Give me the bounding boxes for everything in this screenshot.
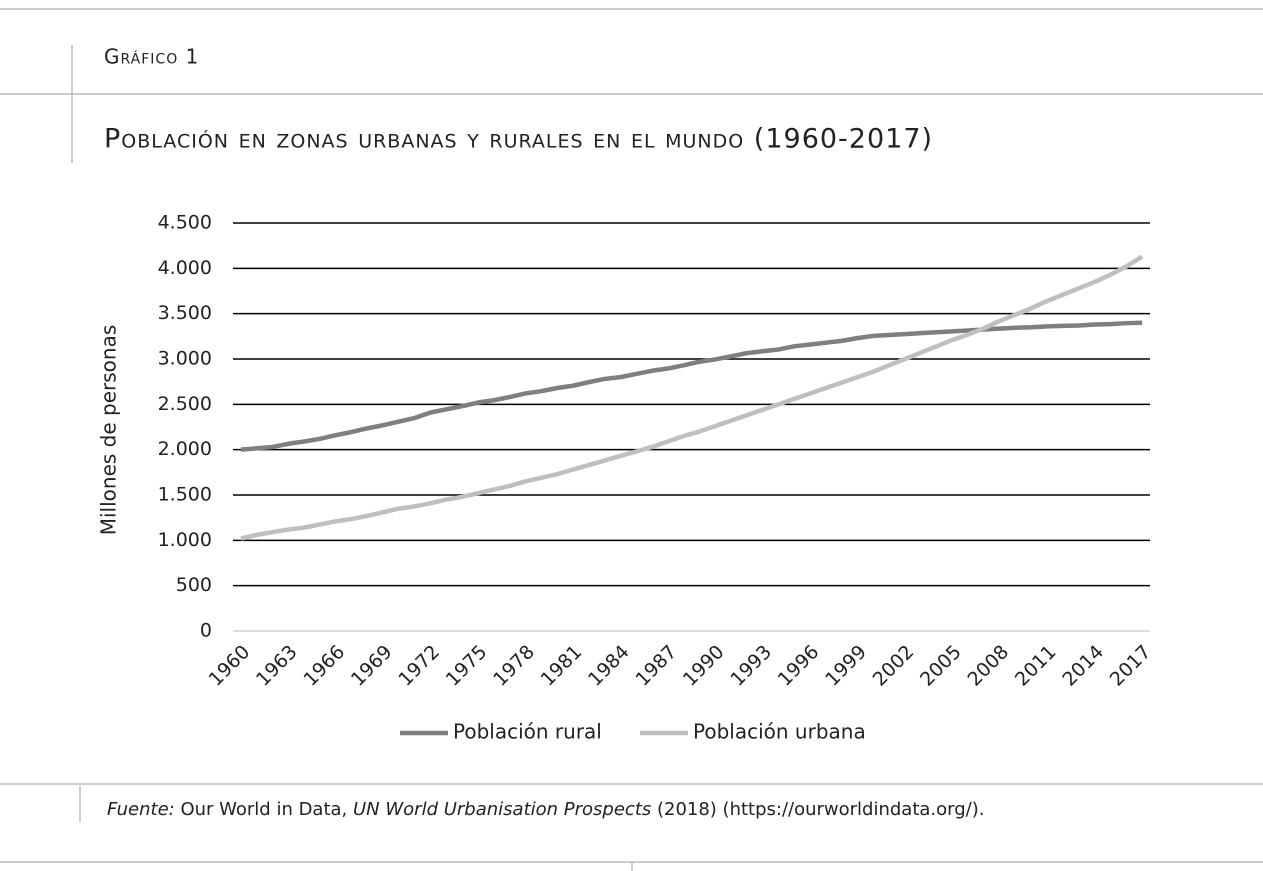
x-tick-label: 2008 bbox=[963, 641, 1013, 691]
y-tick-label: 500 bbox=[176, 574, 212, 596]
y-tick-label: 0 bbox=[200, 620, 212, 642]
legend-label: Población urbana bbox=[693, 720, 866, 744]
y-tick-label: 4.000 bbox=[158, 257, 212, 279]
y-tick-label: 2.000 bbox=[158, 438, 212, 460]
y-tick-label: 4.500 bbox=[158, 212, 212, 234]
y-axis-label: Millones de personas bbox=[97, 325, 121, 536]
series-line bbox=[240, 254, 1144, 541]
x-tick-label: 2005 bbox=[916, 641, 966, 691]
source-prefix: Fuente: bbox=[107, 799, 175, 820]
x-tick-label: 2017 bbox=[1106, 641, 1156, 691]
x-tick-label: 1975 bbox=[442, 641, 492, 691]
y-tick-label: 3.000 bbox=[158, 348, 212, 370]
source-work: UN World Urbanisation Prospects bbox=[353, 799, 651, 820]
x-tick-label: 1993 bbox=[726, 641, 776, 691]
x-tick-label: 2014 bbox=[1058, 641, 1108, 691]
x-tick-label: 1969 bbox=[347, 641, 397, 691]
y-tick-label: 2.500 bbox=[158, 393, 212, 415]
chart-title: Población en zonas urbanas y rurales en … bbox=[104, 124, 933, 155]
chart-label: Gráfico 1 bbox=[104, 45, 199, 69]
x-tick-label: 1978 bbox=[489, 641, 539, 691]
x-tick-label: 1966 bbox=[299, 641, 349, 691]
x-tick-label: 2011 bbox=[1011, 641, 1061, 691]
x-tick-label: 1963 bbox=[252, 641, 302, 691]
source-text: (2018) (https://ourworldindata.org/). bbox=[651, 799, 984, 820]
x-tick-label: 1960 bbox=[205, 641, 255, 691]
x-tick-label: 1984 bbox=[584, 641, 634, 691]
legend-label: Población rural bbox=[453, 720, 602, 744]
y-tick-label: 3.500 bbox=[158, 302, 212, 324]
source: Fuente: Our World in Data, UN World Urba… bbox=[107, 799, 984, 820]
x-tick-label: 1990 bbox=[679, 641, 729, 691]
x-tick-label: 1981 bbox=[537, 641, 587, 691]
y-tick-label: 1.500 bbox=[158, 484, 212, 506]
x-tick-label: 2002 bbox=[869, 641, 919, 691]
source-text: Our World in Data, bbox=[175, 799, 353, 820]
x-tick-label: 1972 bbox=[394, 641, 444, 691]
y-tick-label: 1.000 bbox=[158, 529, 212, 551]
series-line bbox=[240, 320, 1143, 452]
x-tick-label: 1999 bbox=[821, 641, 871, 691]
x-tick-label: 1987 bbox=[631, 641, 681, 691]
x-tick-label: 1996 bbox=[774, 641, 824, 691]
